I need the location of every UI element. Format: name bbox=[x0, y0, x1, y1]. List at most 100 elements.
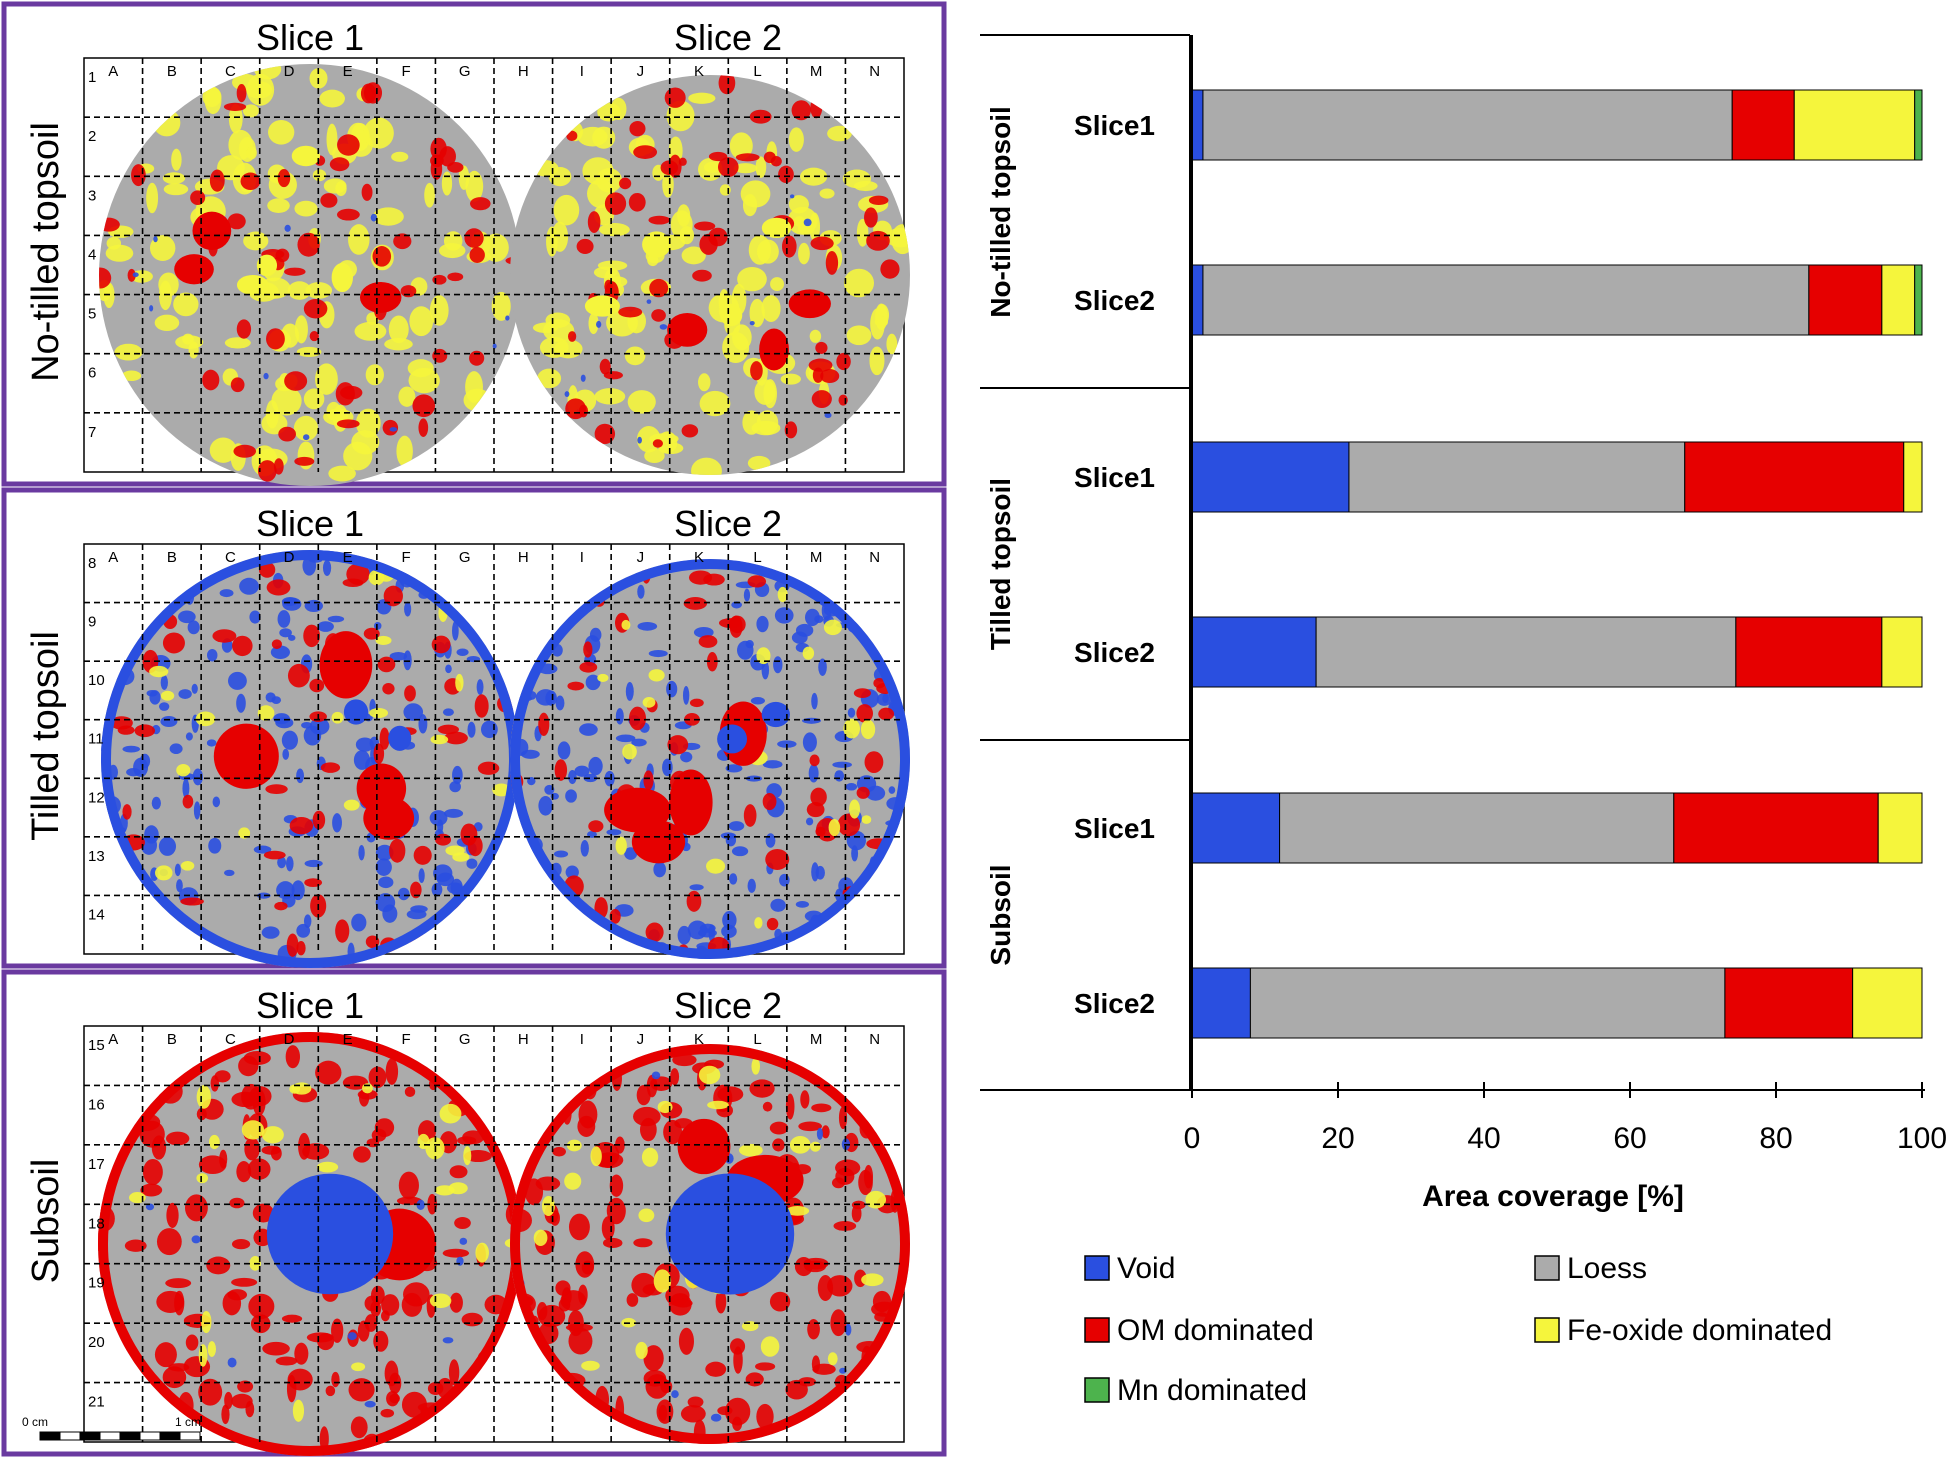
disc-rim bbox=[510, 1044, 910, 1444]
legend-swatch bbox=[1084, 1317, 1110, 1343]
category-label: Slice1 bbox=[1074, 462, 1155, 493]
row-number: 16 bbox=[88, 1096, 105, 1113]
scale-start-label: 0 cm bbox=[22, 1415, 48, 1429]
disc-texture bbox=[101, 550, 516, 968]
grid-overlay bbox=[84, 1026, 904, 1442]
column-letter: N bbox=[869, 63, 880, 80]
column-letter: I bbox=[580, 63, 584, 80]
legend-swatch bbox=[1084, 1255, 1110, 1281]
category-labels: Slice1 Slice2 Slice1 Slice2 Slice1 Slice2 bbox=[1074, 110, 1155, 1019]
grid-overlay bbox=[84, 58, 904, 472]
bar-row-6 bbox=[1191, 967, 1923, 1039]
column-letter: J bbox=[637, 1031, 645, 1048]
row-number: 8 bbox=[88, 555, 96, 572]
bar-segment-mn bbox=[1914, 264, 1923, 336]
column-letter: D bbox=[284, 549, 295, 566]
disc-base bbox=[101, 550, 519, 968]
column-letter: A bbox=[108, 63, 118, 80]
column-letter: L bbox=[753, 63, 761, 80]
panel-subsoil: Slice 1 Slice 2 Subsoil A B C D E F G H I J K L M N 15 16 1… bbox=[1, 969, 947, 1457]
column-letter: H bbox=[518, 1031, 529, 1048]
slice-2-title: Slice 2 bbox=[674, 503, 782, 544]
x-tick-label: 80 bbox=[1759, 1122, 1792, 1155]
row-number: 20 bbox=[88, 1334, 105, 1351]
legend-label: Loess bbox=[1567, 1252, 1647, 1285]
column-letter: K bbox=[694, 1031, 704, 1048]
slice-2-title: Slice 2 bbox=[674, 17, 782, 58]
bar-row-3 bbox=[1191, 441, 1923, 513]
bar-segment-loess bbox=[1348, 441, 1686, 513]
disc-rim bbox=[510, 559, 910, 959]
soil-image-panels: Slice 1 Slice 2 No-tilled topsoil A B C D E F G H I… bbox=[1, 1, 947, 1457]
panel-tilled: Slice 1 Slice 2 Tilled topsoil A B C D E F G H I J K L… bbox=[1, 487, 947, 969]
bar-segment-om bbox=[1684, 441, 1905, 513]
column-letter: C bbox=[225, 1031, 236, 1048]
column-letter: G bbox=[459, 1031, 471, 1048]
bar-row-1 bbox=[1191, 89, 1923, 161]
bar-row-4 bbox=[1191, 616, 1923, 688]
scale-end-label: 1 cm bbox=[175, 1415, 201, 1429]
bar-segment-om bbox=[1731, 89, 1795, 161]
scale-segment bbox=[179, 1431, 201, 1441]
panel-no-tilled: Slice 1 Slice 2 No-tilled topsoil A B C D E F G H I… bbox=[1, 1, 947, 487]
column-letter: B bbox=[167, 1031, 177, 1048]
column-letter: A bbox=[108, 549, 118, 566]
disc-texture bbox=[532, 75, 910, 475]
row-number: 19 bbox=[88, 1275, 105, 1292]
category-label: Slice2 bbox=[1074, 285, 1155, 316]
bar-segment-om bbox=[1724, 967, 1854, 1039]
scale-segment bbox=[99, 1431, 121, 1441]
legend-item-om: OM dominated bbox=[1084, 1314, 1314, 1347]
bar-segment-void bbox=[1191, 616, 1317, 688]
column-letter: E bbox=[343, 549, 353, 566]
legend-item-mn: Mn dominated bbox=[1084, 1374, 1307, 1407]
grid-overlay bbox=[84, 544, 904, 954]
x-tick-label: 20 bbox=[1321, 1122, 1354, 1155]
bar-segment-fe bbox=[1881, 264, 1916, 336]
column-letter: C bbox=[225, 549, 236, 566]
column-letter: M bbox=[810, 549, 823, 566]
scale-segment bbox=[79, 1431, 101, 1441]
row-number: 6 bbox=[88, 365, 96, 382]
panel-side-label: Tilled topsoil bbox=[25, 631, 67, 841]
scale-segment bbox=[119, 1431, 141, 1441]
x-tick-label: 40 bbox=[1467, 1122, 1500, 1155]
row-number: 7 bbox=[88, 424, 96, 441]
row-number: 4 bbox=[88, 246, 96, 263]
x-axis-label: Area coverage [%] bbox=[1422, 1180, 1684, 1213]
legend-label: OM dominated bbox=[1117, 1314, 1314, 1347]
scale-segment bbox=[59, 1431, 81, 1441]
bar-segment-loess bbox=[1279, 792, 1675, 864]
column-letter: I bbox=[580, 549, 584, 566]
category-label: Slice1 bbox=[1074, 110, 1155, 141]
bar-segment-void bbox=[1191, 967, 1251, 1039]
column-letter: E bbox=[343, 1031, 353, 1048]
slice-1-disc bbox=[98, 1032, 522, 1456]
x-tick-label: 100 bbox=[1897, 1122, 1947, 1155]
bar-segment-void bbox=[1191, 792, 1281, 864]
x-tick-label: 60 bbox=[1613, 1122, 1646, 1155]
column-letter: I bbox=[580, 1031, 584, 1048]
column-letter: G bbox=[459, 549, 471, 566]
column-letter: E bbox=[343, 63, 353, 80]
bar-segment-om bbox=[1735, 616, 1883, 688]
bar-segment-loess bbox=[1202, 89, 1733, 161]
column-letter: B bbox=[167, 63, 177, 80]
column-letter: A bbox=[108, 1031, 118, 1048]
column-letter: F bbox=[402, 549, 411, 566]
legend-swatch bbox=[1534, 1255, 1560, 1281]
bar-segment-om bbox=[1673, 792, 1879, 864]
column-letter: D bbox=[284, 63, 295, 80]
bar-segment-mn bbox=[1914, 89, 1923, 161]
group-label-subsoil: Subsoil bbox=[985, 864, 1016, 965]
x-tick-label: 0 bbox=[1184, 1122, 1201, 1155]
row-number: 3 bbox=[88, 187, 96, 204]
category-label: Slice2 bbox=[1074, 988, 1155, 1019]
column-letter: F bbox=[402, 1031, 411, 1048]
column-letter: F bbox=[402, 63, 411, 80]
slice-1-disc bbox=[99, 64, 521, 486]
row-number: 10 bbox=[88, 672, 105, 689]
bar-segment-fe bbox=[1877, 792, 1923, 864]
row-number: 9 bbox=[88, 614, 96, 631]
column-letter: L bbox=[753, 1031, 761, 1048]
